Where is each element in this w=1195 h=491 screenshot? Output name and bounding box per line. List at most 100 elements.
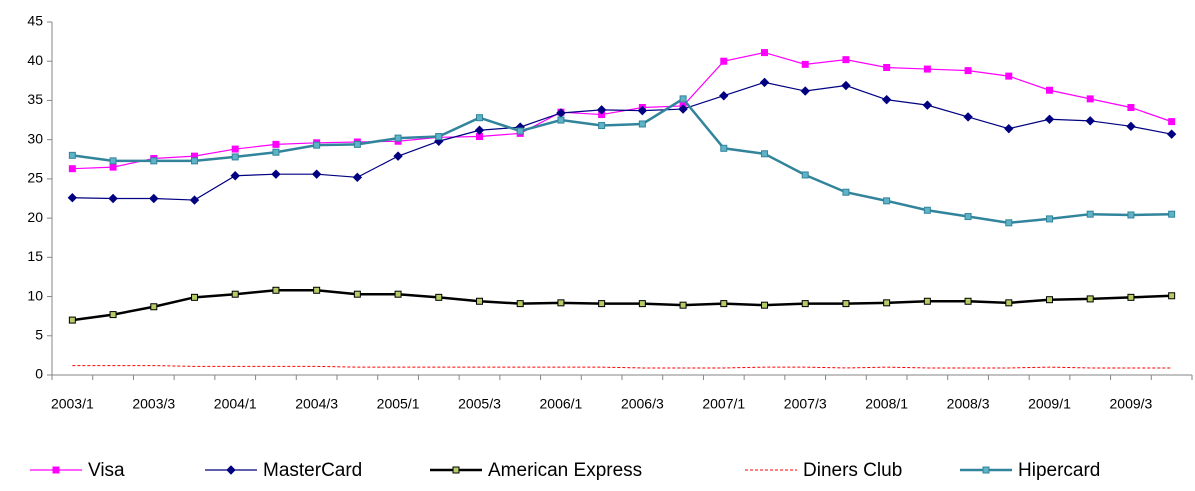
data-point — [761, 301, 768, 309]
legend-label: MasterCard — [263, 460, 362, 481]
data-point — [1046, 296, 1053, 304]
data-point — [191, 157, 198, 165]
data-point — [516, 127, 524, 135]
data-point — [313, 286, 321, 294]
data-point — [801, 60, 809, 68]
data-point — [964, 67, 972, 75]
x-tick-label: 2004/3 — [295, 396, 338, 412]
data-point — [353, 140, 361, 148]
y-tick-label: 5 — [35, 326, 43, 342]
data-point — [1166, 129, 1177, 139]
data-point — [842, 188, 850, 196]
data-point — [352, 172, 363, 183]
data-point — [1004, 123, 1014, 134]
y-tick-label: 35 — [27, 91, 43, 107]
data-point — [313, 141, 321, 149]
data-point — [272, 148, 280, 156]
legend-marker — [52, 466, 60, 474]
data-point — [1086, 295, 1094, 303]
x-tick-label: 2008/1 — [865, 396, 908, 412]
data-point — [801, 171, 809, 179]
data-point — [149, 193, 159, 204]
data-point — [596, 105, 607, 115]
data-point — [679, 301, 687, 309]
data-point — [1127, 104, 1135, 112]
data-point — [720, 300, 728, 308]
data-point — [1044, 114, 1055, 124]
x-tick-label: 2007/1 — [702, 396, 745, 412]
data-point — [842, 300, 850, 308]
legend-label: American Express — [488, 460, 642, 481]
data-point — [394, 134, 402, 142]
y-tick-label: 30 — [27, 130, 43, 146]
legend-marker — [452, 466, 460, 474]
data-point — [679, 95, 687, 103]
data-point — [1168, 210, 1176, 218]
data-point — [1046, 86, 1053, 94]
data-point — [435, 133, 443, 141]
x-tick-label: 2008/3 — [947, 396, 990, 412]
data-point — [557, 116, 565, 124]
data-point — [150, 303, 158, 311]
data-point — [761, 49, 768, 57]
series-line — [72, 81, 1172, 201]
data-point — [230, 171, 240, 181]
data-point — [964, 213, 972, 221]
data-point — [1127, 211, 1135, 219]
legend-marker — [982, 466, 990, 474]
data-point — [272, 286, 280, 294]
x-tick-label: 2003/3 — [132, 396, 175, 412]
data-point — [720, 57, 728, 65]
x-tick-label: 2004/1 — [214, 396, 257, 412]
data-point — [922, 100, 933, 110]
data-point — [109, 163, 117, 171]
series-line — [72, 365, 1172, 369]
data-point — [964, 297, 972, 305]
data-point — [231, 145, 239, 153]
x-tick-label: 2007/3 — [784, 396, 827, 412]
data-point — [435, 293, 443, 301]
legend-label: Visa — [88, 460, 125, 481]
data-point — [841, 80, 851, 91]
data-point — [353, 290, 361, 298]
legend-label: Hipercard — [1018, 460, 1100, 481]
y-tick-label: 10 — [27, 287, 43, 303]
x-tick-label: 2009/1 — [1028, 396, 1071, 412]
data-point — [1005, 299, 1013, 307]
data-point — [923, 297, 931, 305]
data-point — [1005, 219, 1013, 227]
x-tick-label: 2003/1 — [51, 396, 94, 412]
data-point — [1127, 293, 1135, 301]
data-point — [883, 63, 891, 71]
x-tick-label: 2006/1 — [540, 396, 583, 412]
data-point — [800, 86, 810, 96]
y-tick-label: 15 — [27, 248, 43, 264]
data-point — [598, 300, 606, 308]
data-point — [598, 122, 606, 130]
data-point — [1168, 118, 1176, 126]
data-point — [720, 144, 728, 152]
data-point — [842, 56, 850, 64]
data-point — [109, 311, 117, 319]
data-point — [678, 104, 688, 114]
data-point — [231, 290, 239, 298]
series-line — [72, 97, 1172, 225]
data-point — [476, 297, 483, 305]
data-point — [1126, 121, 1136, 132]
x-tick-label: 2005/1 — [377, 396, 420, 412]
data-point — [923, 65, 931, 73]
data-point — [557, 299, 565, 307]
data-point — [68, 316, 76, 324]
data-point — [150, 157, 158, 165]
data-point — [1085, 116, 1095, 126]
data-point — [923, 206, 931, 214]
data-point — [516, 300, 524, 308]
data-point — [1086, 210, 1094, 218]
y-tick-label: 20 — [27, 209, 43, 225]
data-point — [1046, 215, 1053, 223]
data-point — [68, 151, 76, 159]
x-tick-label: 2005/3 — [458, 396, 501, 412]
data-point — [801, 300, 809, 308]
data-point — [1086, 95, 1094, 103]
